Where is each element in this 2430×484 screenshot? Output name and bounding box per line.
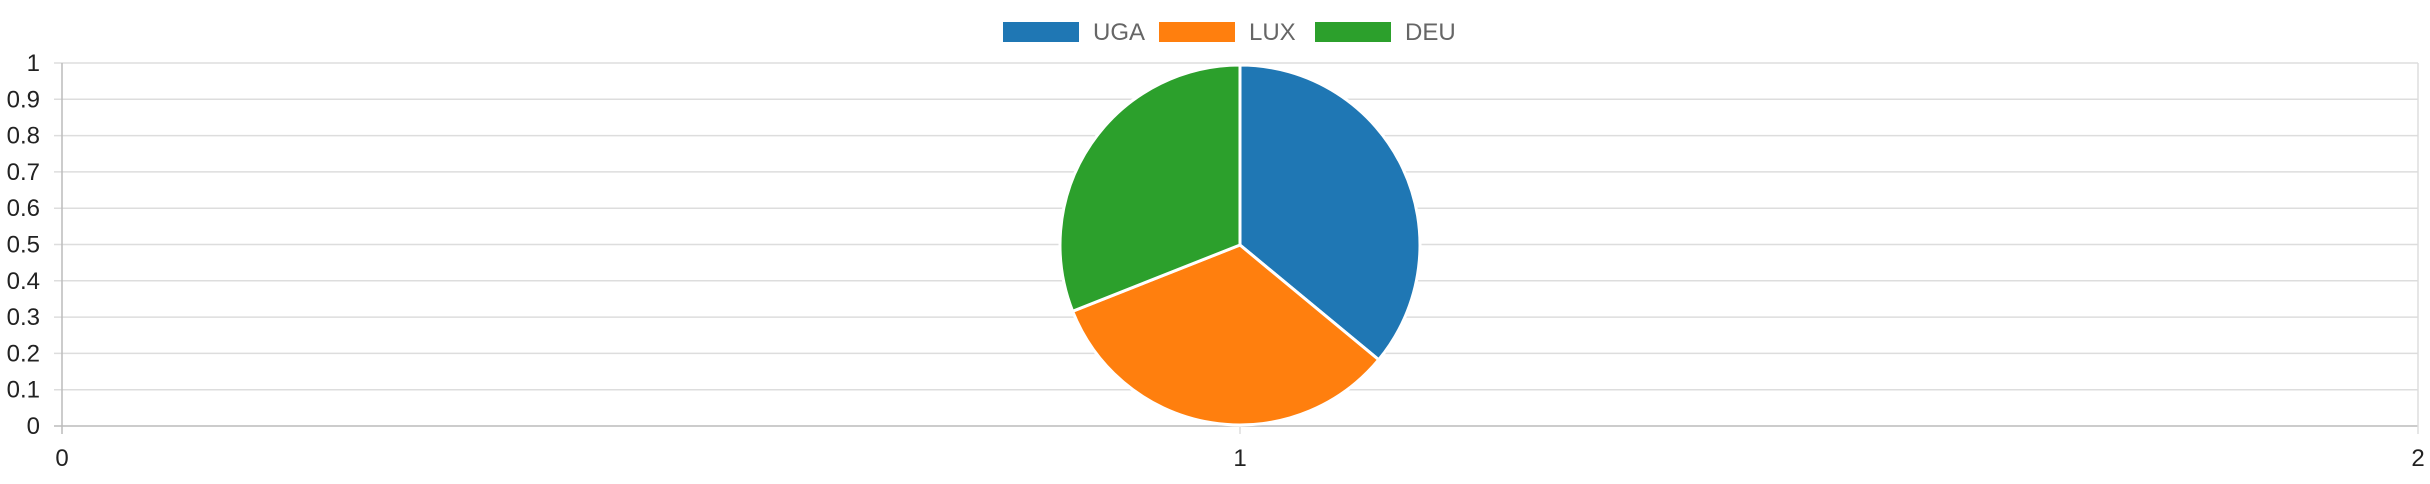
x-tick-label: 0 [55,445,68,472]
pie-slice-deu[interactable] [1058,63,1242,314]
legend-item-deu[interactable]: DEU [1315,19,1456,46]
legend-label: LUX [1249,19,1296,46]
y-tick-label: 0.8 [7,123,40,150]
pie [1058,63,1422,427]
pie-slice-uga[interactable] [1238,63,1422,362]
legend-swatch [1159,22,1235,42]
y-tick-label: 1 [27,50,40,77]
pie-slice-lux[interactable] [1070,243,1381,427]
legend: UGA LUX DEU [1003,19,1456,46]
legend-item-uga[interactable]: UGA [1003,19,1145,46]
y-tick-label: 0.3 [7,304,40,331]
y-tick-label: 0.2 [7,340,40,367]
y-tick-label: 0.4 [7,268,40,295]
legend-item-lux[interactable]: LUX [1159,19,1296,46]
legend-label: UGA [1093,19,1145,46]
legend-label: DEU [1405,19,1456,46]
y-tick-label: 0 [27,413,40,440]
y-tick-label: 0.5 [7,232,40,259]
y-tick-label: 0.1 [7,377,40,404]
x-tick-label: 2 [2411,445,2424,472]
x-tick-label: 1 [1233,445,1246,472]
y-tick-label: 0.7 [7,159,40,186]
axes: 0 0.1 0.2 0.3 0.4 0.5 0.6 0.7 0.8 0.9 1 0 1 2 [7,50,2425,472]
y-tick-label: 0.9 [7,86,40,113]
legend-swatch [1315,22,1391,42]
legend-swatch [1003,22,1079,42]
y-tick-label: 0.6 [7,195,40,222]
